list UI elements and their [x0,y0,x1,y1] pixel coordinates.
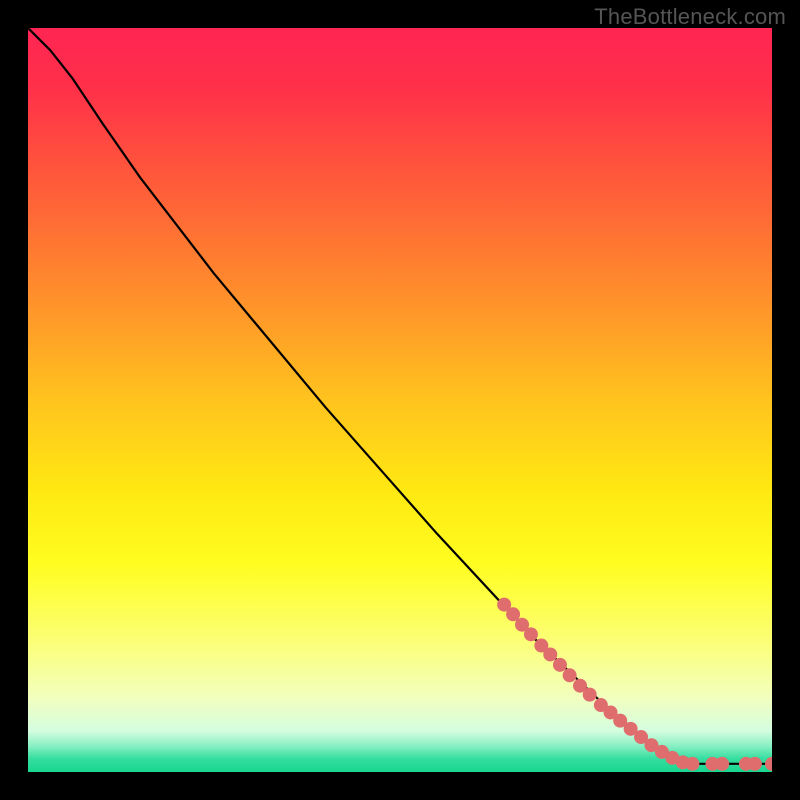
marker-point [563,668,577,682]
marker-point [715,757,729,771]
watermark-text: TheBottleneck.com [594,4,786,30]
marker-point [583,688,597,702]
chart-background [28,28,772,772]
marker-point [524,627,538,641]
marker-point [748,757,762,771]
marker-point [685,757,699,771]
marker-point [543,647,557,661]
chart-plot-area [28,28,772,772]
chart-svg [28,28,772,772]
marker-point [553,658,567,672]
